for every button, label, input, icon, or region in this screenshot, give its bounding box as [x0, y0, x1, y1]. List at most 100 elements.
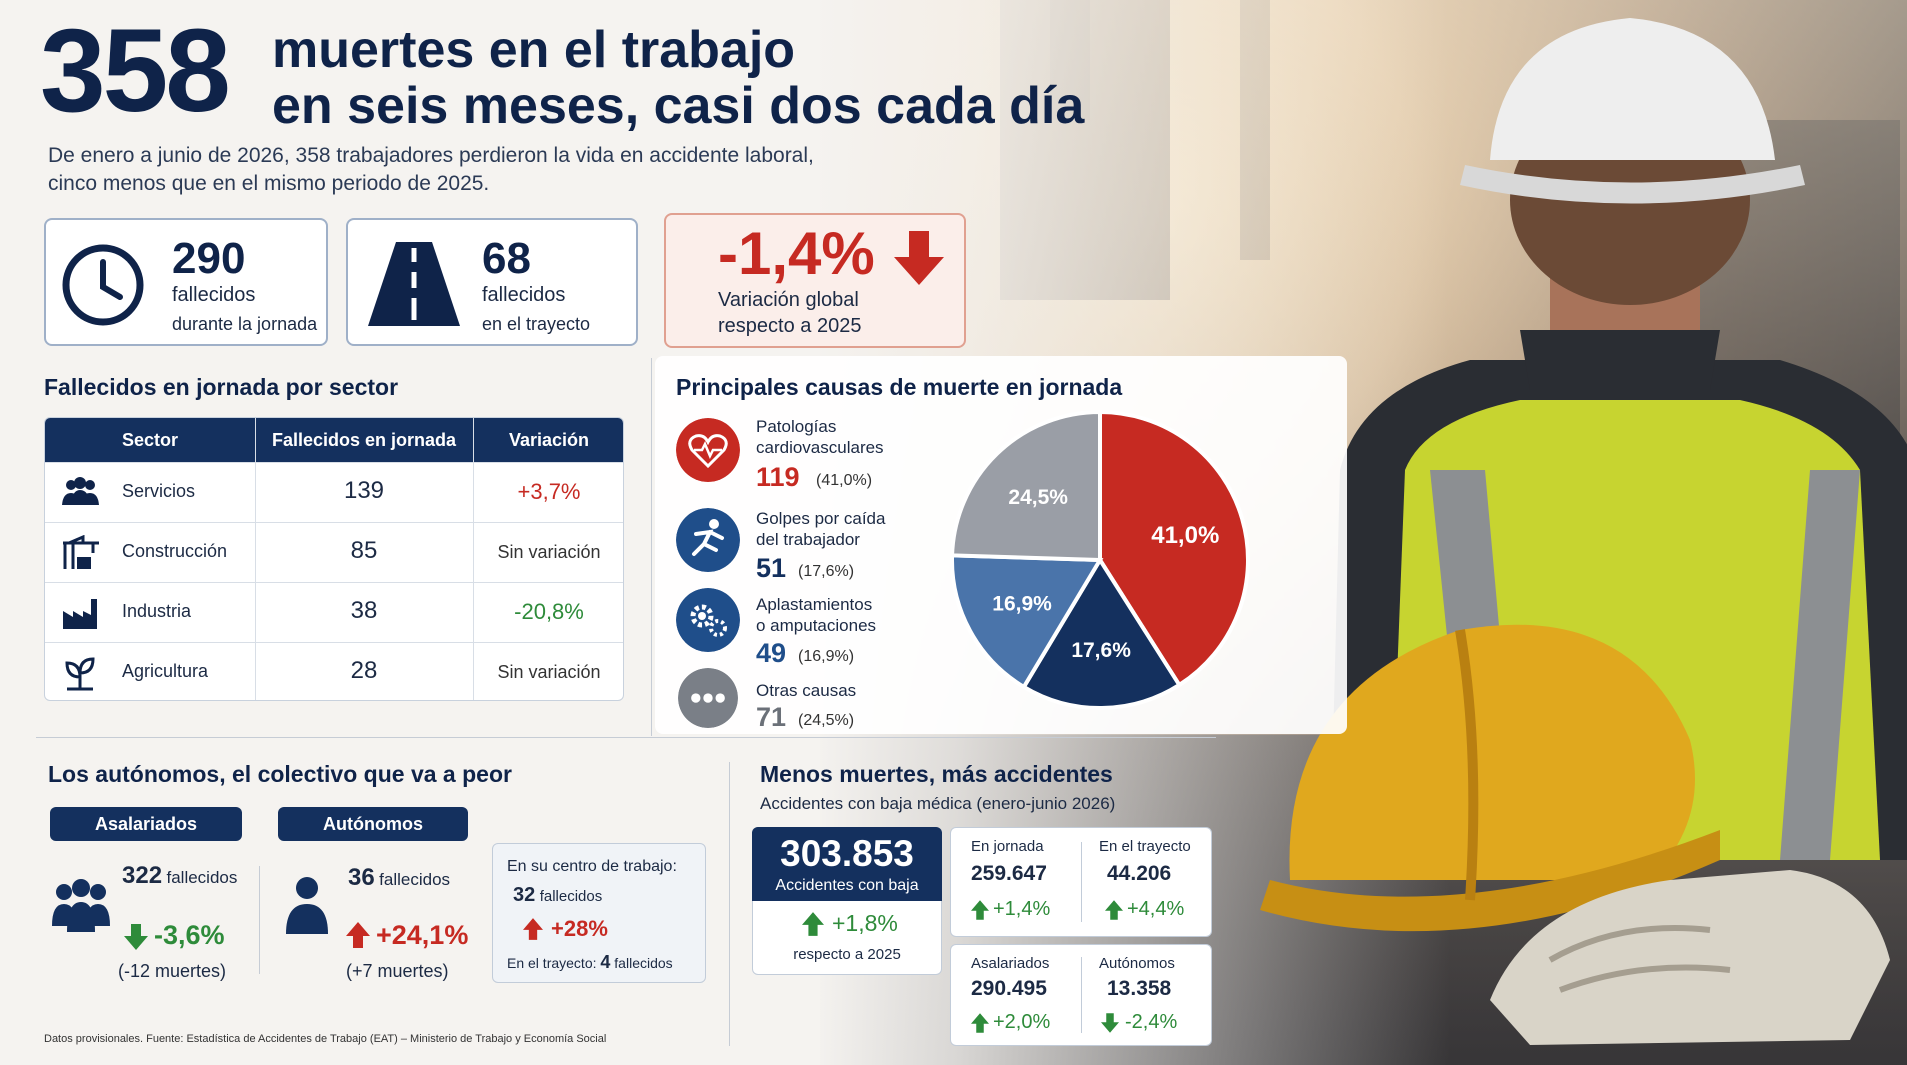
jornada-value: 259.647	[971, 862, 1047, 885]
auto-label: Autónomos	[1099, 955, 1175, 972]
stat-label-2: durante la jornada	[172, 314, 318, 334]
accidentes-total-change: +1,8%	[832, 910, 898, 936]
stat-label-2: en el trayecto	[482, 314, 591, 334]
arrow-up-icon	[971, 900, 989, 920]
sector-name: Construcción	[122, 541, 228, 561]
pie-label-caidas: 17,6%	[1071, 639, 1131, 662]
table-row: Servicios 139 +3,7%	[45, 462, 623, 522]
pill-asalariados: Asalariados	[50, 807, 242, 841]
clock-icon	[62, 244, 144, 326]
stat-value: 290	[172, 234, 246, 283]
cause-label: Patologías cardiovasculares	[756, 416, 926, 458]
stat-value: -1,4%	[718, 220, 875, 287]
stat-card-jornada: 290 fallecidos durante la jornada	[44, 218, 328, 346]
pill-autonomos: Autónomos	[278, 807, 468, 841]
headline-line-1: muertes en el trabajo	[272, 21, 796, 79]
autonomos-count: 36 fallecidos	[348, 864, 451, 891]
people-icon	[62, 477, 99, 505]
accidentes-total-note: respecto a 2025	[793, 946, 901, 963]
trayecto-value: 44.206	[1107, 862, 1172, 885]
causes-title: Principales causas de muerte en jornada	[676, 374, 1123, 400]
sector-name: Industria	[122, 601, 192, 621]
group-icon	[52, 879, 110, 932]
cause-value: 71	[756, 702, 787, 732]
sector-name: Agricultura	[122, 661, 209, 681]
table-row: Agricultura 28 Sin variación	[45, 642, 623, 700]
autonomos-change: +24,1%	[376, 920, 469, 950]
accidentes-jornada-trayecto: En jornada 259.647 +1,4% En el trayecto …	[950, 827, 1212, 937]
cause-pct: (24,5%)	[798, 712, 855, 729]
asalariados-count: 322 fallecidos	[122, 862, 238, 889]
cause-pct: (16,9%)	[798, 648, 855, 665]
sector-deaths: 28	[350, 657, 378, 684]
headline-line-2: en seis meses, casi dos cada día	[272, 77, 1085, 135]
pie-label-otras: 24,5%	[1008, 486, 1068, 509]
stat-card-trayecto: 68 fallecidos en el trayecto	[346, 218, 638, 346]
cause-label-1: Golpes por caída	[756, 509, 886, 528]
cause-pct: (17,6%)	[798, 563, 855, 580]
detail-change: +28%	[551, 916, 608, 941]
arrow-up-icon	[1105, 900, 1123, 920]
asal-value: 290.495	[971, 977, 1047, 1000]
arrow-down-icon	[1101, 1013, 1119, 1033]
cause-label: Aplastamientos o amputaciones	[756, 594, 926, 636]
arrow-up-icon	[971, 1013, 989, 1033]
trayecto-label: En el trayecto	[1099, 838, 1191, 855]
jornada-change: +1,4%	[993, 898, 1051, 920]
jornada-label: En jornada	[971, 838, 1044, 855]
pie-label-cardiovasculares: 41,0%	[1151, 522, 1219, 549]
footer-source: Datos provisionales. Fuente: Estadística…	[44, 1033, 607, 1045]
accidentes-title: Menos muertes, más accidentes	[760, 761, 1113, 787]
accidentes-total: 303.853	[780, 833, 914, 874]
sector-name: Servicios	[122, 481, 196, 501]
cause-label-2: cardiovasculares	[756, 438, 884, 457]
road-icon	[368, 242, 460, 326]
autonomos-note: (+7 muertes)	[346, 961, 449, 981]
cause-value: 49	[756, 638, 787, 668]
stat-label-2: respecto a 2025	[718, 315, 862, 337]
detail-value-1: 32 fallecidos	[513, 884, 603, 906]
plant-icon	[65, 657, 95, 691]
sector-variation: +3,7%	[517, 479, 581, 504]
asal-change: +2,0%	[993, 1011, 1051, 1033]
sector-deaths: 139	[343, 477, 385, 504]
cause-label: Otras causas	[756, 681, 857, 700]
sector-deaths: 38	[350, 597, 378, 624]
pie-slice-otras	[950, 410, 1102, 563]
table-header: Sector Fallecidos en jornada Variación	[45, 418, 623, 462]
person-icon	[286, 877, 328, 934]
stat-label: Variación global	[718, 289, 859, 311]
cause-label-2: del trabajador	[756, 530, 860, 549]
arrow-down-icon	[124, 924, 148, 950]
asal-label: Asalariados	[971, 955, 1050, 972]
autonomos-title: Los autónomos, el colectivo que va a peo…	[48, 761, 512, 787]
asalariados-change: -3,6%	[154, 920, 225, 950]
detail-line-2: En el trayecto: 4 fallecidos	[507, 952, 673, 972]
table-row: Construcción 85 Sin variación	[45, 522, 623, 582]
factory-icon	[63, 599, 97, 629]
hardhat-illustration	[1260, 624, 1720, 932]
accidentes-asal-auto: Asalariados 290.495 +2,0% Autónomos 13.3…	[950, 944, 1212, 1046]
stat-label: fallecidos	[482, 284, 566, 306]
sector-title: Fallecidos en jornada por sector	[44, 374, 399, 400]
cause-label-1: Patologías	[756, 417, 837, 436]
cause-value: 119	[756, 462, 800, 492]
arrow-up-icon	[523, 918, 543, 940]
headline-number: 358	[40, 5, 231, 137]
causes-pie-chart: 41,0% 17,6% 16,9% 24,5%	[950, 410, 1250, 710]
falling-person-icon	[676, 508, 740, 572]
table-row: Industria 38 -20,8%	[45, 582, 623, 642]
auto-change: -2,4%	[1125, 1011, 1178, 1033]
pie-slice-aplastamientos	[950, 553, 1104, 690]
accidentes-subtitle: Accidentes con baja médica (enero-junio …	[760, 794, 1116, 813]
sector-deaths: 85	[350, 537, 378, 564]
subheadline-line-2: cinco menos que en el mismo periodo de 2…	[48, 172, 490, 195]
stat-card-variacion: -1,4% Variación global respecto a 2025	[664, 213, 966, 348]
header-sector: Sector	[121, 430, 179, 450]
asalariados-note: (-12 muertes)	[118, 961, 227, 981]
trayecto-change: +4,4%	[1127, 898, 1185, 920]
detail-line-1: En su centro de trabajo:	[507, 858, 677, 875]
header-deaths: Fallecidos en jornada	[271, 430, 457, 450]
sector-table: Sector Fallecidos en jornada Variación S…	[44, 417, 624, 701]
heart-icon	[676, 418, 740, 482]
